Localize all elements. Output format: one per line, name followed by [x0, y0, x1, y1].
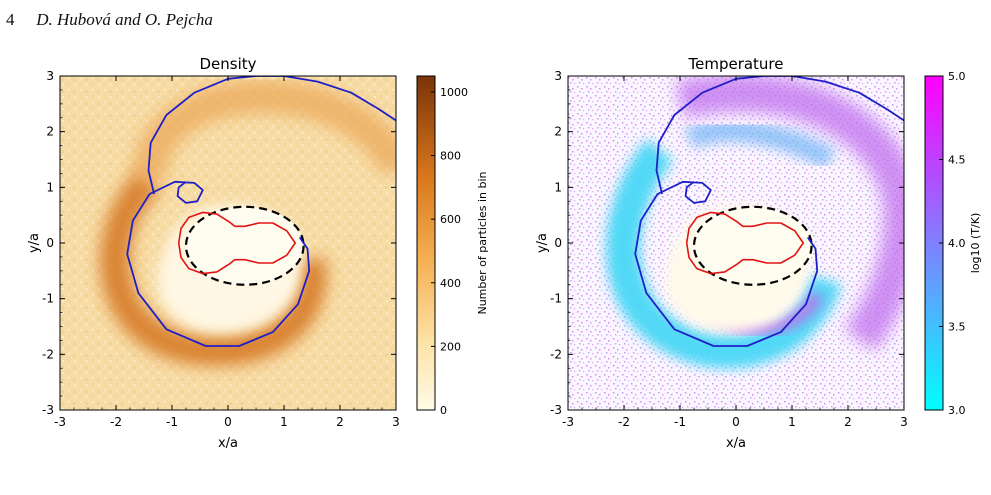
- temperature-cbar-tick-label: 3.5: [948, 321, 966, 334]
- density-ylabel: y/a: [27, 233, 42, 253]
- temperature-xlabel: x/a: [726, 436, 746, 451]
- density-ytick-label: 2: [46, 125, 54, 139]
- temperature-axes: -3 -2 -1 0 1 2 3 -3 -2 -1 0 1 2 3: [550, 69, 908, 429]
- density-cbar-tick-label: 0: [440, 404, 447, 417]
- density-ytick-label: -1: [42, 292, 54, 306]
- density-ytick-label: 1: [46, 180, 54, 194]
- temperature-colorbar-ticks: 3.0 3.5 4.0 4.5 5.0: [939, 70, 966, 417]
- author-line: D. Hubová and O. Pejcha: [36, 10, 213, 29]
- temperature-xtick-label: 1: [788, 415, 796, 429]
- temperature-cbar-tick-label: 3.0: [948, 404, 966, 417]
- temperature-spiral-outer: [655, 76, 904, 195]
- density-xlabel: x/a: [218, 436, 238, 451]
- temperature-xtick-label: 0: [732, 415, 740, 429]
- density-panel: Density -3 -2 -1 0 1 2 3 -3 -2 -1 0 1 2 3 x/a y/a 0 20…: [27, 55, 489, 451]
- temperature-ylabel: y/a: [535, 233, 550, 253]
- temperature-ytick-label: 1: [554, 180, 562, 194]
- density-cbar-tick-label: 200: [440, 340, 461, 353]
- density-colorbar-label: Number of particles in bin: [476, 171, 489, 314]
- density-spiral-outer: [147, 76, 396, 195]
- page-number: 4: [6, 10, 15, 29]
- density-spiral-inner: [126, 180, 311, 347]
- caption: [6, 466, 986, 486]
- density-xtick-label: -2: [110, 415, 122, 429]
- density-outer-arm: [132, 79, 396, 182]
- temperature-panel: Temperature -3 -2 -1 0 1 2 3 -3 -2 -1 0 1 2 3 x/a y/a…: [535, 55, 982, 451]
- temperature-binary-ellipse: [692, 205, 813, 286]
- temperature-outer-hot: [675, 76, 904, 352]
- density-xtick-label: 2: [336, 415, 344, 429]
- temperature-ytick-label: -3: [550, 403, 562, 417]
- temperature-spiral-inner: [634, 180, 819, 347]
- density-cbar-tick-label: 600: [440, 213, 461, 226]
- temperature-colorbar-label: log10 (T/K): [969, 213, 982, 273]
- density-cbar-tick-label: 400: [440, 277, 461, 290]
- temperature-xtick-label: -1: [674, 415, 686, 429]
- density-title: Density: [199, 55, 256, 73]
- density-xtick-label: 1: [280, 415, 288, 429]
- density-ytick-label: 0: [46, 236, 54, 250]
- density-xtick-label: -3: [54, 415, 66, 429]
- temperature-ytick-label: -2: [550, 347, 562, 361]
- density-ytick-label: -2: [42, 347, 54, 361]
- temperature-scatter: [568, 76, 904, 410]
- density-colorbar-ticks: 0 200 400 600 800 1000: [431, 86, 468, 417]
- temperature-cbar-tick-label: 5.0: [948, 70, 966, 83]
- temperature-cool-arm: [606, 139, 842, 369]
- temperature-cbar-tick-label: 4.5: [948, 154, 966, 167]
- temperature-xtick-label: 2: [844, 415, 852, 429]
- density-colorbar: [416, 75, 436, 411]
- temperature-ytick-label: -1: [550, 292, 562, 306]
- density-xtick-label: 0: [224, 415, 232, 429]
- temperature-ytick-label: 2: [554, 125, 562, 139]
- temperature-xtick-label: -3: [562, 415, 574, 429]
- density-cbar-tick-label: 800: [440, 150, 461, 163]
- temperature-cool-upper: [683, 119, 836, 170]
- temperature-roche-lobe: [685, 211, 805, 275]
- running-head: 4 D. Hubová and O. Pejcha: [6, 10, 213, 30]
- temperature-cbar-tick-label: 4.0: [948, 237, 966, 250]
- temperature-ytick-label: 3: [554, 69, 562, 83]
- density-binary-ellipse: [184, 205, 305, 286]
- temperature-ytick-label: 0: [554, 236, 562, 250]
- density-xtick-label: 3: [392, 415, 400, 429]
- density-arm-glow: [100, 168, 327, 366]
- density-ytick-label: -3: [42, 403, 54, 417]
- density-ytick-label: 3: [46, 69, 54, 83]
- density-xtick-label: -1: [166, 415, 178, 429]
- density-heatmap: [60, 76, 396, 410]
- temperature-xtick-label: 3: [900, 415, 908, 429]
- density-cbar-tick-label: 1000: [440, 86, 468, 99]
- temperature-title: Temperature: [687, 55, 783, 73]
- temperature-xtick-label: -2: [618, 415, 630, 429]
- density-roche-lobe: [177, 211, 297, 275]
- density-axes: -3 -2 -1 0 1 2 3 -3 -2 -1 0 1 2 3: [42, 69, 400, 429]
